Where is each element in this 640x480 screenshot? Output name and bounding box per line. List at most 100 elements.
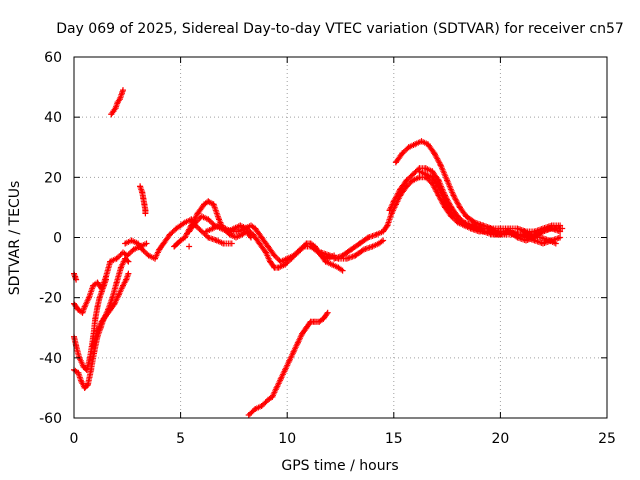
data-point-track-n-3 <box>403 177 410 184</box>
data-point-track-n-1 <box>390 198 397 205</box>
data-point-track-k-21 <box>329 261 335 268</box>
data-point-track-o-12 <box>471 219 478 226</box>
series-track-s <box>245 309 331 418</box>
data-point-track-s-3 <box>265 396 271 403</box>
data-point-track-m-12 <box>410 177 416 184</box>
data-point-track-l-3 <box>343 255 350 262</box>
data-point-track-i-13 <box>239 231 246 238</box>
data-point-track-r-6 <box>559 225 566 232</box>
series-track-r <box>520 225 566 238</box>
data-point-track-n-7 <box>429 168 436 175</box>
data-point-track-k-4 <box>228 228 235 235</box>
data-point-track-e-9 <box>125 270 132 277</box>
data-point-track-r-5 <box>552 225 559 232</box>
data-point-track-i-9 <box>216 216 222 223</box>
series-track-h <box>122 216 235 262</box>
data-point-track-e-3 <box>103 312 109 319</box>
data-point-track-j-11 <box>256 240 263 247</box>
data-point-track-k-11 <box>271 252 278 259</box>
data-point-track-k-6 <box>241 225 248 232</box>
data-point-track-h-17 <box>220 240 227 247</box>
data-point-track-c-9 <box>96 294 103 301</box>
data-point-track-i-7 <box>205 198 212 205</box>
data-point-track-s-17 <box>324 309 331 316</box>
chart-title: Day 069 of 2025, Sidereal Day-to-day VTE… <box>56 21 624 37</box>
data-point-track-n-6 <box>422 165 429 172</box>
series-track-e <box>90 270 132 349</box>
data-point-track-g-5 <box>142 210 149 217</box>
data-point-track-j-1 <box>192 219 199 226</box>
data-point-track-k-15 <box>297 246 303 253</box>
data-point-track-s-12 <box>303 324 310 331</box>
data-point-track-p-7 <box>463 222 470 229</box>
y-tick-label-4: 20 <box>44 170 62 186</box>
data-point-track-o-7 <box>437 162 444 169</box>
data-point-track-k-1 <box>209 225 216 232</box>
data-point-track-r-3 <box>540 228 546 235</box>
data-point-stray-a-0 <box>186 243 193 250</box>
data-point-track-s-16 <box>320 315 327 322</box>
data-point-track-a-1 <box>72 273 79 280</box>
data-point-track-o-5 <box>424 141 431 148</box>
data-point-track-o-8 <box>444 177 451 184</box>
y-tick-label-2: -20 <box>39 291 62 307</box>
series-track-k <box>203 222 346 274</box>
data-point-track-b-6 <box>94 279 101 286</box>
series-trace-track-s <box>245 310 330 418</box>
axis-ticks: 0 5 10 15 20 25 -60 -40 -20 0 20 40 60 <box>39 50 616 447</box>
data-point-track-k-7 <box>248 222 254 229</box>
data-point-track-o-15 <box>497 225 504 232</box>
data-point-track-m-7 <box>384 222 391 229</box>
data-point-track-k-14 <box>290 252 297 259</box>
data-point-track-k-8 <box>252 225 259 232</box>
data-point-track-d-1 <box>75 369 82 376</box>
data-point-track-d-13 <box>117 264 124 271</box>
data-point-track-p-3 <box>435 183 442 190</box>
data-point-track-f-2 <box>112 105 119 112</box>
data-point-track-m-6 <box>380 228 387 235</box>
data-point-track-k-23 <box>339 267 346 274</box>
data-point-track-o-6 <box>431 150 438 157</box>
data-point-track-h-5 <box>152 255 158 262</box>
data-point-track-o-13 <box>480 222 487 229</box>
data-point-track-h-9 <box>173 225 180 232</box>
data-point-track-k-18 <box>311 243 318 250</box>
data-point-track-h-3 <box>139 246 146 253</box>
data-point-track-b-15 <box>143 240 150 247</box>
data-point-track-l-5 <box>361 246 367 253</box>
data-point-track-m-2 <box>348 246 355 253</box>
data-point-track-b-5 <box>90 282 97 289</box>
data-point-track-j-0 <box>186 228 193 235</box>
data-point-track-p-16 <box>540 240 546 247</box>
series-trace-track-o <box>392 138 562 235</box>
data-point-track-s-15 <box>316 318 323 325</box>
data-point-track-k-22 <box>335 264 342 271</box>
data-point-track-d-6 <box>91 348 98 355</box>
data-point-track-s-6 <box>277 375 284 382</box>
data-point-track-k-9 <box>258 234 265 241</box>
data-point-track-p-8 <box>471 225 478 232</box>
data-point-track-r-1 <box>527 231 534 238</box>
data-point-track-k-13 <box>284 255 291 262</box>
data-point-track-c-12 <box>103 276 109 283</box>
data-point-track-g-3 <box>141 201 148 208</box>
data-point-track-h-18 <box>228 240 235 247</box>
data-point-track-g-2 <box>140 195 147 202</box>
data-point-track-k-0 <box>203 228 210 235</box>
x-tick-label-0: 0 <box>70 431 79 447</box>
data-point-track-i-12 <box>233 234 239 241</box>
series-track-j <box>186 213 338 271</box>
data-point-track-r-2 <box>533 231 540 238</box>
data-point-track-p-4 <box>442 198 448 205</box>
data-point-track-c-8 <box>94 303 101 310</box>
data-point-track-k-17 <box>307 240 314 247</box>
y-tick-label-3: 0 <box>53 231 62 247</box>
data-point-track-s-4 <box>269 393 276 400</box>
y-tick-label-6: 60 <box>44 50 62 66</box>
data-point-track-f-5 <box>119 90 125 97</box>
data-point-track-i-0 <box>171 243 178 250</box>
data-point-track-b-11 <box>120 249 126 256</box>
data-point-track-h-4 <box>145 252 152 259</box>
data-point-track-p-11 <box>497 231 504 238</box>
data-point-track-k-20 <box>322 258 329 265</box>
